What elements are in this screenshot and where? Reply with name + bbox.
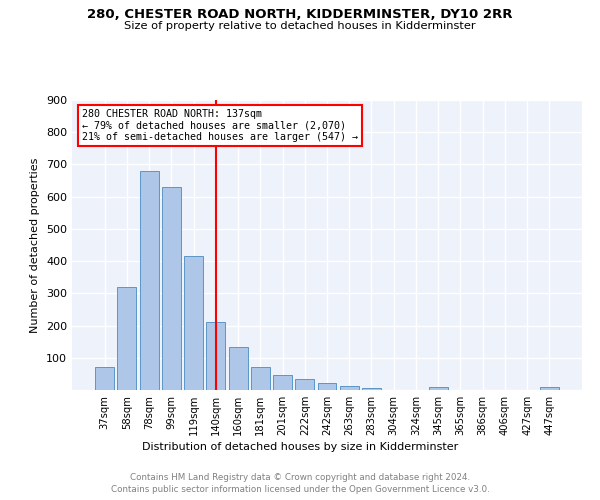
Bar — [317, 383, 337, 390]
Bar — [429, 388, 448, 390]
Bar — [206, 322, 225, 390]
Bar — [229, 346, 248, 390]
Bar — [118, 287, 136, 390]
Bar — [140, 171, 158, 390]
Bar — [95, 368, 114, 390]
Bar — [251, 368, 270, 390]
Bar — [184, 256, 203, 390]
Text: Size of property relative to detached houses in Kidderminster: Size of property relative to detached ho… — [124, 21, 476, 31]
Text: Contains HM Land Registry data © Crown copyright and database right 2024.: Contains HM Land Registry data © Crown c… — [130, 472, 470, 482]
Bar — [340, 386, 359, 390]
Bar — [162, 187, 181, 390]
Y-axis label: Number of detached properties: Number of detached properties — [31, 158, 40, 332]
Bar — [295, 380, 314, 390]
Text: Distribution of detached houses by size in Kidderminster: Distribution of detached houses by size … — [142, 442, 458, 452]
Bar — [540, 388, 559, 390]
Bar — [362, 388, 381, 390]
Text: Contains public sector information licensed under the Open Government Licence v3: Contains public sector information licen… — [110, 485, 490, 494]
Text: 280 CHESTER ROAD NORTH: 137sqm
← 79% of detached houses are smaller (2,070)
21% : 280 CHESTER ROAD NORTH: 137sqm ← 79% of … — [82, 108, 358, 142]
Bar — [273, 374, 292, 390]
Text: 280, CHESTER ROAD NORTH, KIDDERMINSTER, DY10 2RR: 280, CHESTER ROAD NORTH, KIDDERMINSTER, … — [87, 8, 513, 20]
